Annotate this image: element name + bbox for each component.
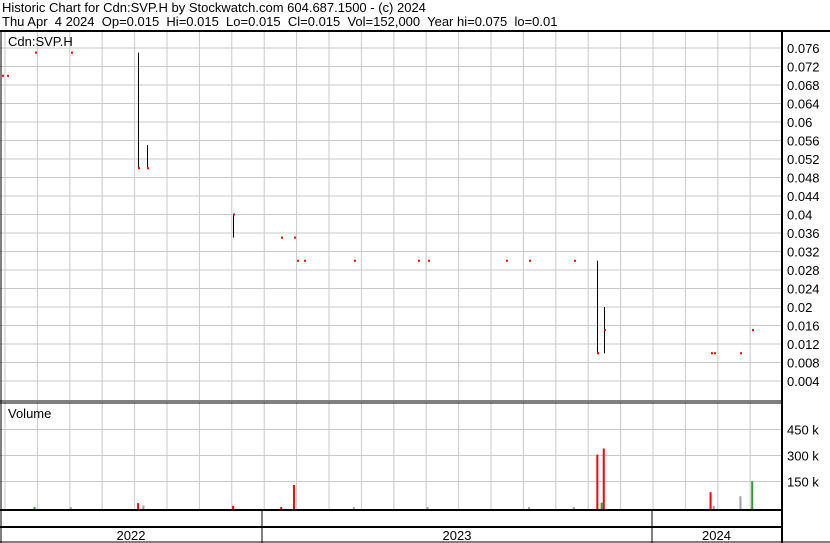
- price-tick-label: 0.016: [787, 319, 820, 334]
- price-tick-label: 0.052: [787, 152, 820, 167]
- close-tick: [281, 236, 283, 239]
- price-tick-label: 0.02: [787, 300, 812, 315]
- symbol-label: Cdn:SVP.H: [8, 34, 73, 49]
- volume-bar: [739, 496, 742, 509]
- price-tick-label: 0.06: [787, 115, 812, 130]
- close-tick: [418, 259, 420, 262]
- volume-bar: [572, 506, 575, 509]
- year-label: 2022: [117, 528, 146, 543]
- close-tick: [740, 352, 742, 355]
- close-tick: [2, 74, 4, 77]
- close-tick: [711, 352, 713, 355]
- close-tick: [428, 259, 430, 262]
- volume-bar: [600, 502, 603, 509]
- year-label: 2023: [443, 528, 472, 543]
- volume-bar: [528, 507, 530, 509]
- close-tick: [297, 259, 299, 262]
- price-axis: 0.076 0.072 0.068 0.064 0.06 0.056 0.052 0.048 0…: [787, 41, 820, 389]
- price-tick-label: 0.076: [787, 41, 820, 56]
- close-tick: [294, 236, 296, 239]
- price-tick-label: 0.044: [787, 189, 820, 204]
- price-tick-label: 0.056: [787, 134, 820, 149]
- close-tick: [233, 213, 235, 216]
- price-tick-label: 0.072: [787, 60, 820, 75]
- close-tick: [597, 352, 599, 355]
- volume-bar: [33, 506, 36, 509]
- volume-bar: [142, 505, 145, 509]
- volume-bar: [293, 484, 296, 509]
- close-tick: [7, 74, 9, 77]
- volume-tick-label: 300 k: [787, 449, 819, 464]
- volume-tick-label: 450 k: [787, 423, 819, 438]
- volume-bar: [352, 506, 355, 509]
- chart-frame: [0, 30, 830, 543]
- price-tick-label: 0.036: [787, 226, 820, 241]
- price-tick-label: 0.068: [787, 78, 820, 93]
- close-tick: [71, 51, 73, 54]
- quote-summary: Thu Apr 4 2024 Op=0.015 Hi=0.015 Lo=0.01…: [2, 14, 558, 29]
- volume-label: Volume: [8, 406, 51, 421]
- volume-bar: [712, 506, 715, 509]
- close-tick: [529, 259, 531, 262]
- volume-axis: 450 k 300 k 150 k: [787, 423, 819, 490]
- close-tick: [574, 259, 576, 262]
- price-tick-label: 0.064: [787, 97, 820, 112]
- close-tick: [506, 259, 508, 262]
- year-axis: 2022 2023 2024: [117, 510, 731, 543]
- volume-bar: [602, 448, 605, 509]
- price-tick-label: 0.008: [787, 356, 820, 371]
- volume-bars: [33, 448, 754, 509]
- close-tick: [604, 329, 606, 332]
- price-tick-label: 0.012: [787, 337, 820, 352]
- close-tick: [138, 167, 140, 170]
- year-label: 2024: [702, 528, 731, 543]
- price-tick-label: 0.028: [787, 263, 820, 278]
- close-tick: [304, 259, 306, 262]
- price-tick-label: 0.024: [787, 282, 820, 297]
- close-tick: [752, 329, 754, 332]
- price-tick-label: 0.032: [787, 245, 820, 260]
- chart-title: Historic Chart for Cdn:SVP.H by Stockwat…: [2, 0, 426, 15]
- price-bars: [2, 51, 754, 355]
- price-tick-label: 0.004: [787, 374, 820, 389]
- close-tick: [35, 51, 37, 54]
- volume-tick-label: 150 k: [787, 475, 819, 490]
- volume-bar: [426, 506, 429, 509]
- grid: [0, 31, 781, 509]
- volume-bar: [280, 506, 283, 509]
- volume-bar: [137, 503, 140, 509]
- close-tick: [354, 259, 356, 262]
- volume-bar: [751, 481, 754, 509]
- price-tick-label: 0.048: [787, 171, 820, 186]
- close-tick: [147, 167, 149, 170]
- volume-bar: [596, 454, 599, 509]
- close-tick: [714, 352, 716, 355]
- volume-bar: [232, 505, 235, 509]
- volume-bar: [709, 492, 712, 509]
- price-tick-label: 0.04: [787, 208, 812, 223]
- volume-bar: [69, 507, 72, 509]
